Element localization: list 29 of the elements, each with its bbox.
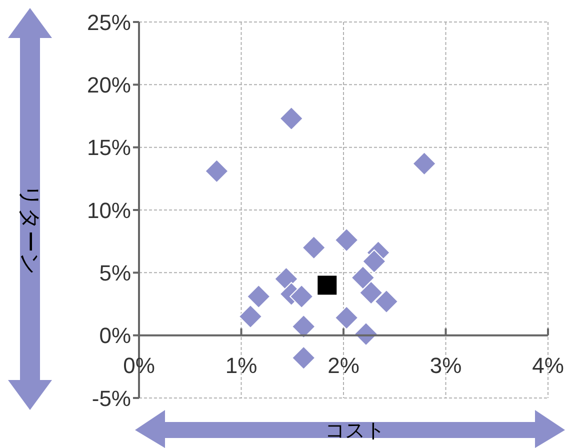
y-tick-label: 20% <box>86 72 131 98</box>
point <box>246 284 271 308</box>
x-tick-label: 4% <box>532 352 564 378</box>
point <box>238 304 262 329</box>
y-tick-label: 10% <box>86 198 131 223</box>
point <box>279 106 304 131</box>
point <box>292 346 316 370</box>
x-axis-title: コスト <box>325 420 385 442</box>
point <box>412 152 436 176</box>
point <box>302 236 326 260</box>
y-tick-label: 5% <box>99 260 131 286</box>
point <box>334 306 359 330</box>
y-tick-label: 0% <box>99 323 131 348</box>
y-axis-title: リターン <box>18 184 42 276</box>
x-tick-label: 2% <box>328 352 360 378</box>
point <box>334 228 359 252</box>
x-tick-label: 1% <box>225 352 258 378</box>
y-tick-label: 15% <box>86 135 131 160</box>
y-tick-label: -5% <box>92 386 131 411</box>
point <box>374 289 398 314</box>
point <box>362 249 386 274</box>
point <box>292 314 316 339</box>
point <box>359 280 384 305</box>
point <box>204 159 229 184</box>
x-tick-label: 3% <box>430 352 462 378</box>
y-tick-label: 25% <box>86 10 131 35</box>
point <box>350 266 375 290</box>
point <box>290 284 314 308</box>
point <box>316 274 338 296</box>
